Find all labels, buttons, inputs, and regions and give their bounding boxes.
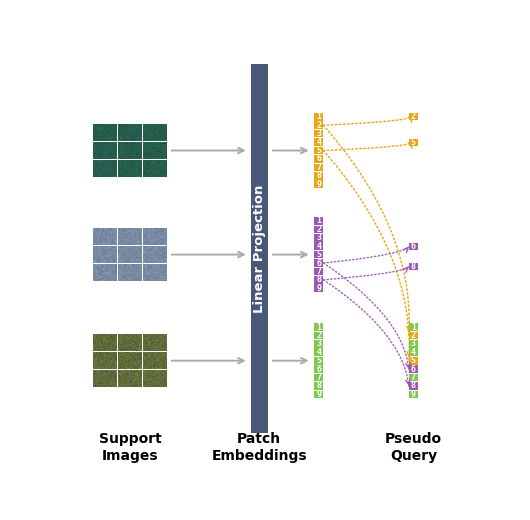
Bar	[314, 268, 323, 275]
Bar	[314, 226, 323, 233]
Text: 6: 6	[316, 154, 321, 163]
Bar	[314, 357, 323, 365]
Bar	[314, 234, 323, 242]
Bar	[314, 172, 323, 179]
Bar	[314, 348, 323, 356]
Bar	[314, 113, 323, 121]
Text: 3: 3	[316, 233, 321, 242]
Bar	[409, 340, 418, 348]
Text: 5: 5	[411, 356, 416, 365]
Bar	[409, 391, 418, 398]
Bar	[409, 139, 418, 146]
Bar	[409, 332, 418, 339]
Text: 4: 4	[411, 348, 416, 357]
Text: 6: 6	[316, 258, 321, 267]
Bar	[314, 217, 323, 225]
Bar	[314, 374, 323, 381]
Text: 3: 3	[316, 340, 321, 348]
Bar	[314, 147, 323, 154]
Text: 2: 2	[316, 331, 321, 340]
Text: 1: 1	[316, 322, 321, 332]
Bar	[251, 64, 268, 433]
Text: 8: 8	[411, 262, 416, 271]
Text: 9: 9	[316, 390, 321, 399]
Bar	[314, 155, 323, 163]
Text: 1: 1	[411, 322, 416, 332]
Bar	[409, 348, 418, 356]
Bar	[409, 357, 418, 365]
Text: 5: 5	[316, 356, 321, 365]
Text: 4: 4	[316, 242, 321, 251]
Text: 2: 2	[411, 112, 416, 121]
Text: 6: 6	[411, 242, 416, 251]
Bar	[409, 382, 418, 389]
Text: 8: 8	[316, 275, 321, 284]
Text: 6: 6	[316, 365, 321, 373]
Bar	[314, 340, 323, 348]
Bar	[409, 113, 418, 120]
Text: 6: 6	[411, 365, 416, 373]
Text: 1: 1	[316, 112, 321, 121]
Text: 2: 2	[411, 331, 416, 340]
Text: Pseudo
Query: Pseudo Query	[385, 433, 442, 463]
Bar	[314, 332, 323, 339]
Text: 7: 7	[411, 373, 416, 382]
Text: 8: 8	[411, 382, 416, 391]
Text: 5: 5	[316, 250, 321, 259]
Bar	[314, 122, 323, 129]
Text: 1: 1	[316, 216, 321, 226]
Bar	[314, 259, 323, 267]
Text: 5: 5	[316, 146, 321, 155]
Bar	[314, 251, 323, 258]
Text: 8: 8	[316, 382, 321, 391]
Text: 4: 4	[316, 138, 321, 147]
Bar	[409, 366, 418, 373]
Bar	[409, 323, 418, 331]
Bar	[314, 180, 323, 188]
Text: 7: 7	[316, 163, 321, 172]
Bar	[409, 374, 418, 381]
Text: 7: 7	[316, 267, 321, 276]
Text: 9: 9	[316, 284, 321, 293]
Bar	[314, 366, 323, 373]
Bar	[409, 263, 418, 270]
Text: 9: 9	[316, 179, 321, 189]
Text: 7: 7	[316, 373, 321, 382]
Bar	[314, 323, 323, 331]
Text: 8: 8	[316, 171, 321, 180]
Bar	[314, 163, 323, 171]
Text: 2: 2	[316, 225, 321, 234]
Bar	[314, 242, 323, 250]
Text: Support
Images: Support Images	[99, 433, 161, 463]
Text: Patch
Embeddings: Patch Embeddings	[211, 433, 307, 463]
Bar	[314, 284, 323, 292]
Bar	[314, 391, 323, 398]
Text: 2: 2	[316, 121, 321, 130]
Text: 9: 9	[411, 390, 416, 399]
Bar	[314, 138, 323, 146]
Text: Linear Projection: Linear Projection	[253, 185, 266, 313]
Bar	[314, 382, 323, 389]
Text: 4: 4	[316, 348, 321, 357]
Bar	[314, 130, 323, 137]
Bar	[409, 243, 418, 251]
Text: 5: 5	[411, 138, 416, 147]
Bar	[314, 276, 323, 283]
Text: 3: 3	[411, 340, 416, 348]
Text: 3: 3	[316, 129, 321, 138]
